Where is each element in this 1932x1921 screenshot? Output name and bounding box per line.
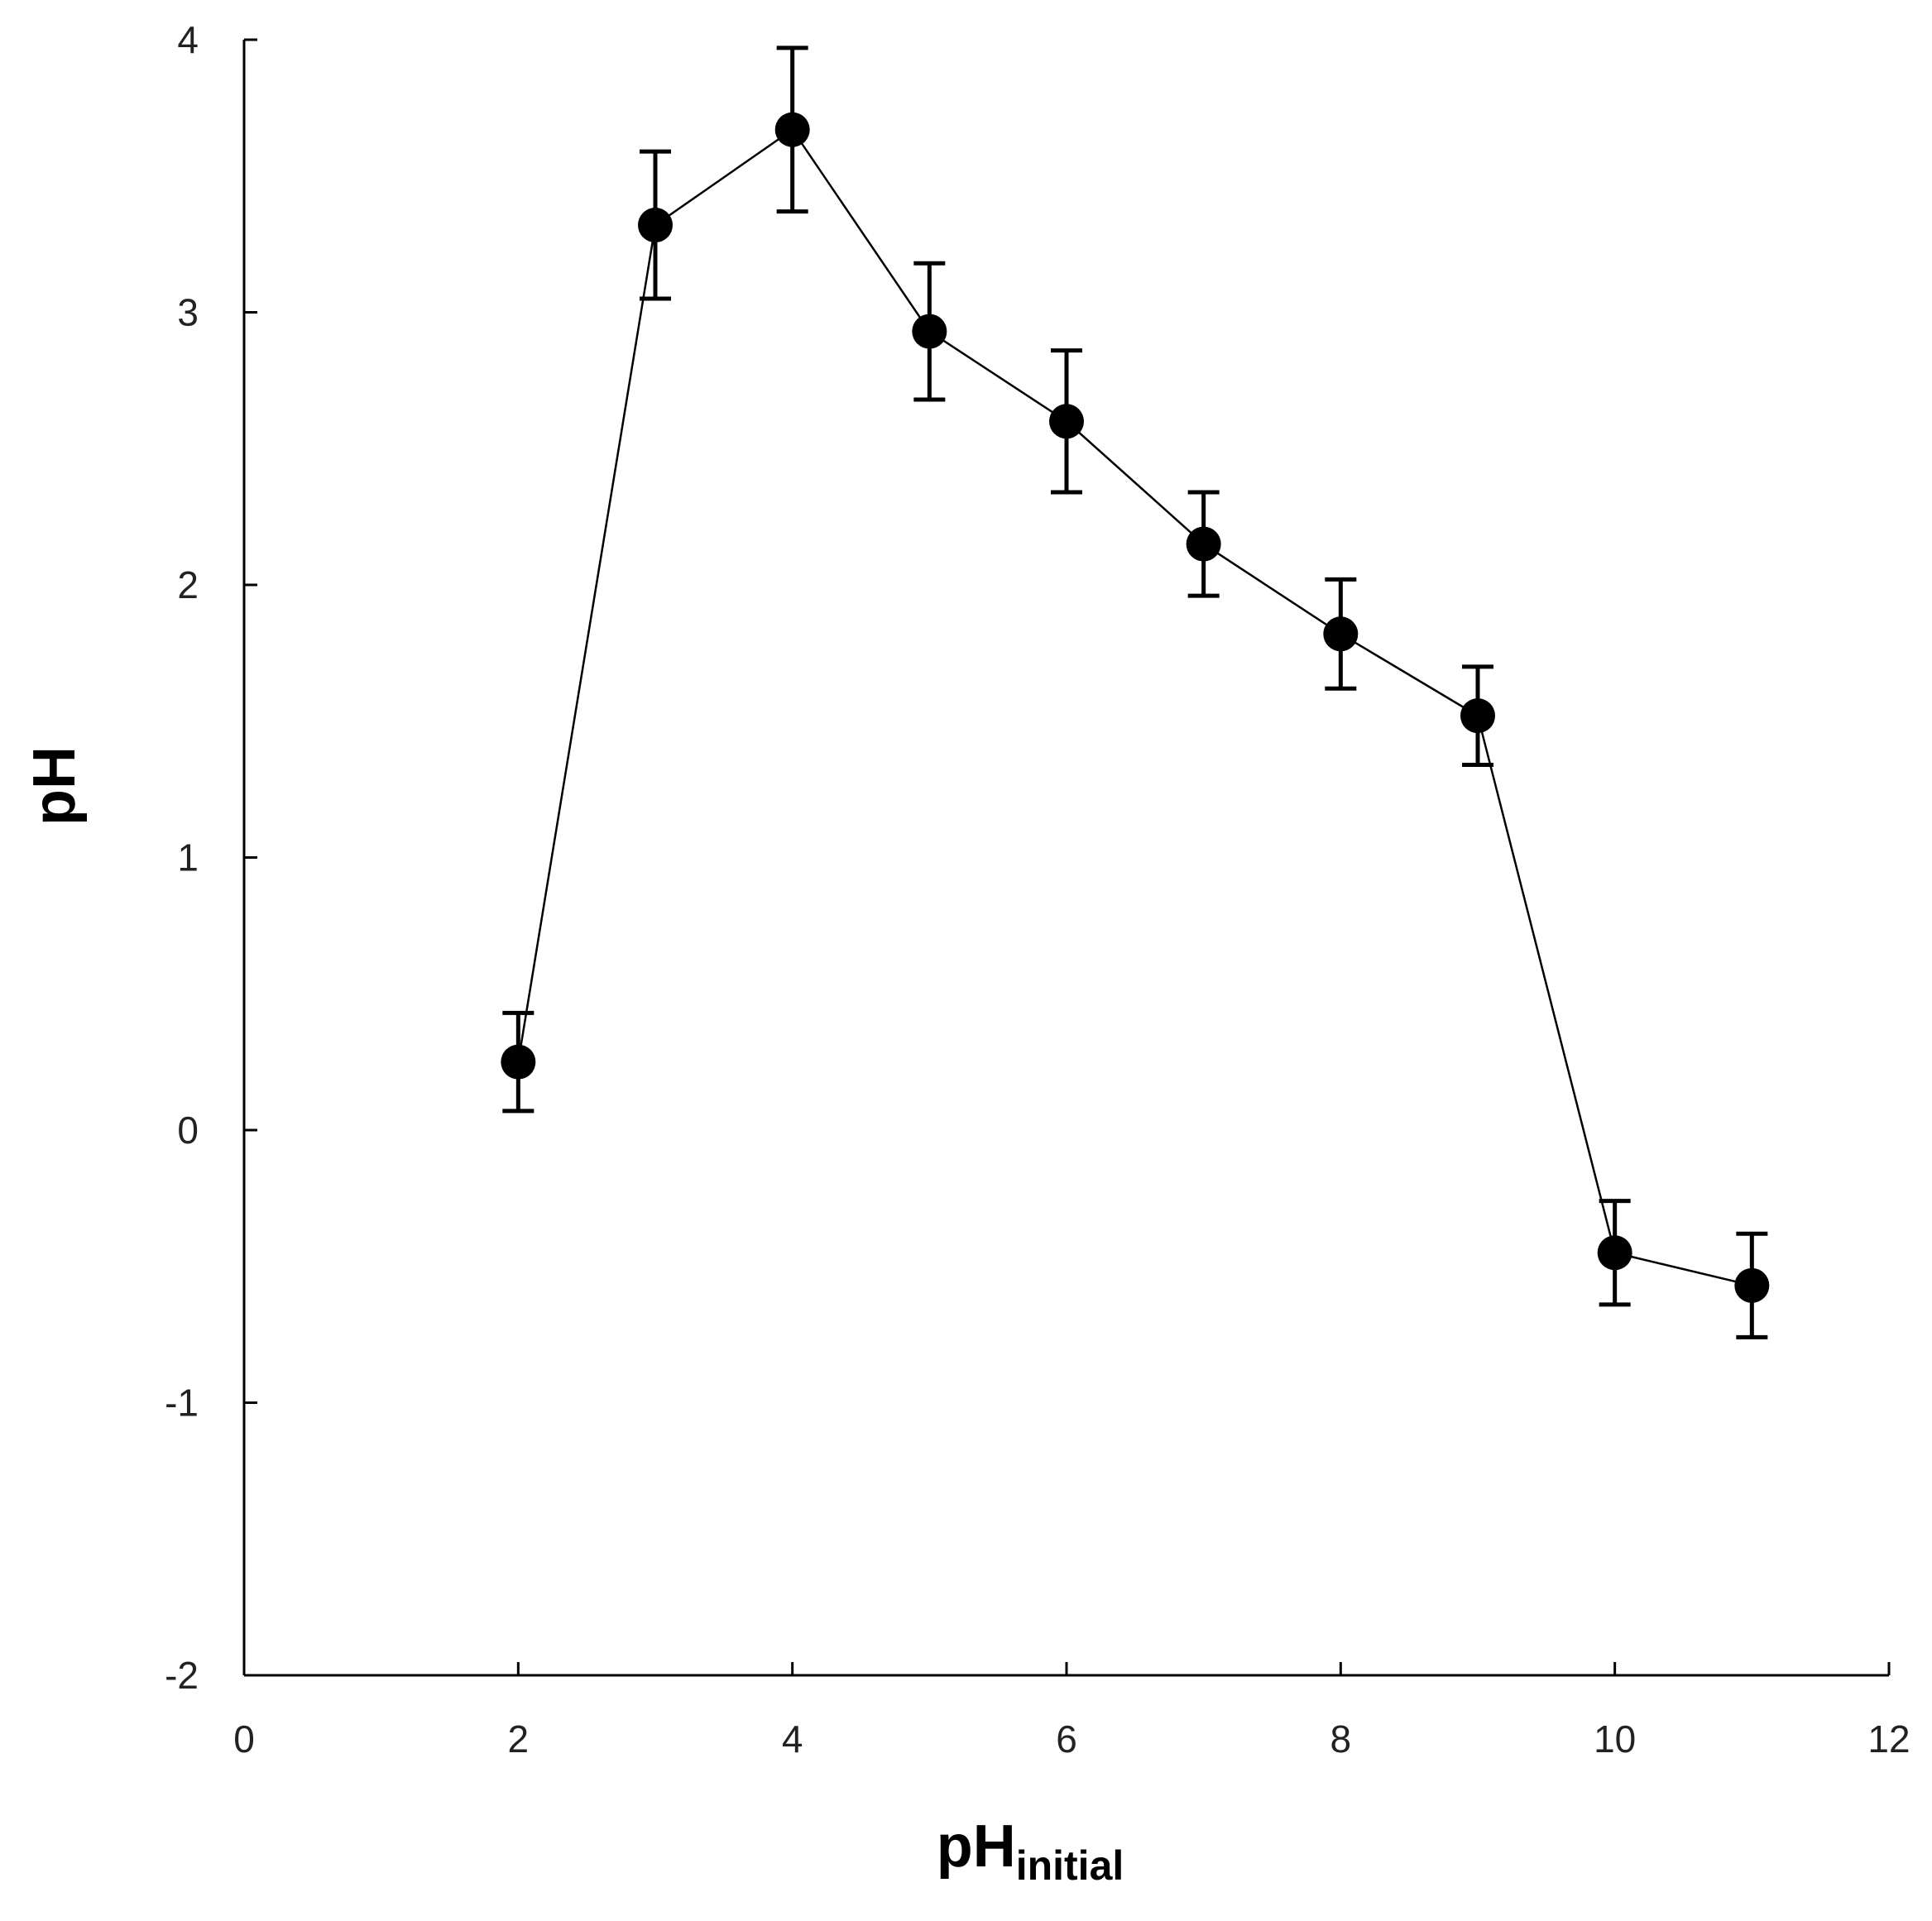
- x-axis-title: pHinitial: [937, 1813, 1124, 1889]
- y-tick-label: -2: [165, 1654, 199, 1697]
- y-tick-label: 1: [177, 836, 199, 879]
- data-point: [774, 112, 810, 147]
- x-tick-label: 2: [508, 1717, 530, 1761]
- data-point: [1460, 698, 1495, 734]
- y-tick-label: 0: [177, 1109, 199, 1152]
- y-tick-label: 2: [177, 563, 199, 606]
- data-point: [1597, 1235, 1632, 1271]
- data-point: [638, 208, 673, 243]
- data-point: [1734, 1267, 1770, 1303]
- x-tick-label: 10: [1594, 1717, 1636, 1761]
- series-line: [517, 127, 1752, 1287]
- x-tick-label: 12: [1867, 1717, 1910, 1761]
- y-axis-title: pH: [22, 746, 88, 826]
- y-tick-label: -1: [165, 1382, 199, 1425]
- data-point: [1323, 616, 1359, 652]
- data-point: [912, 314, 947, 349]
- data-point: [1049, 404, 1084, 439]
- x-tick-label: 0: [233, 1717, 255, 1761]
- x-tick-label: 6: [1056, 1717, 1077, 1761]
- x-tick-label: 4: [782, 1717, 803, 1761]
- y-tick-label: 3: [177, 291, 199, 334]
- data-point: [1186, 526, 1221, 562]
- series-group: [501, 46, 1770, 1339]
- y-tick-label: 4: [177, 18, 199, 61]
- x-tick-label: 8: [1330, 1717, 1352, 1761]
- x-axis-title-main: pH: [937, 1813, 1016, 1880]
- data-point: [501, 1044, 536, 1080]
- x-axis-title-subscript: initial: [1016, 1842, 1124, 1889]
